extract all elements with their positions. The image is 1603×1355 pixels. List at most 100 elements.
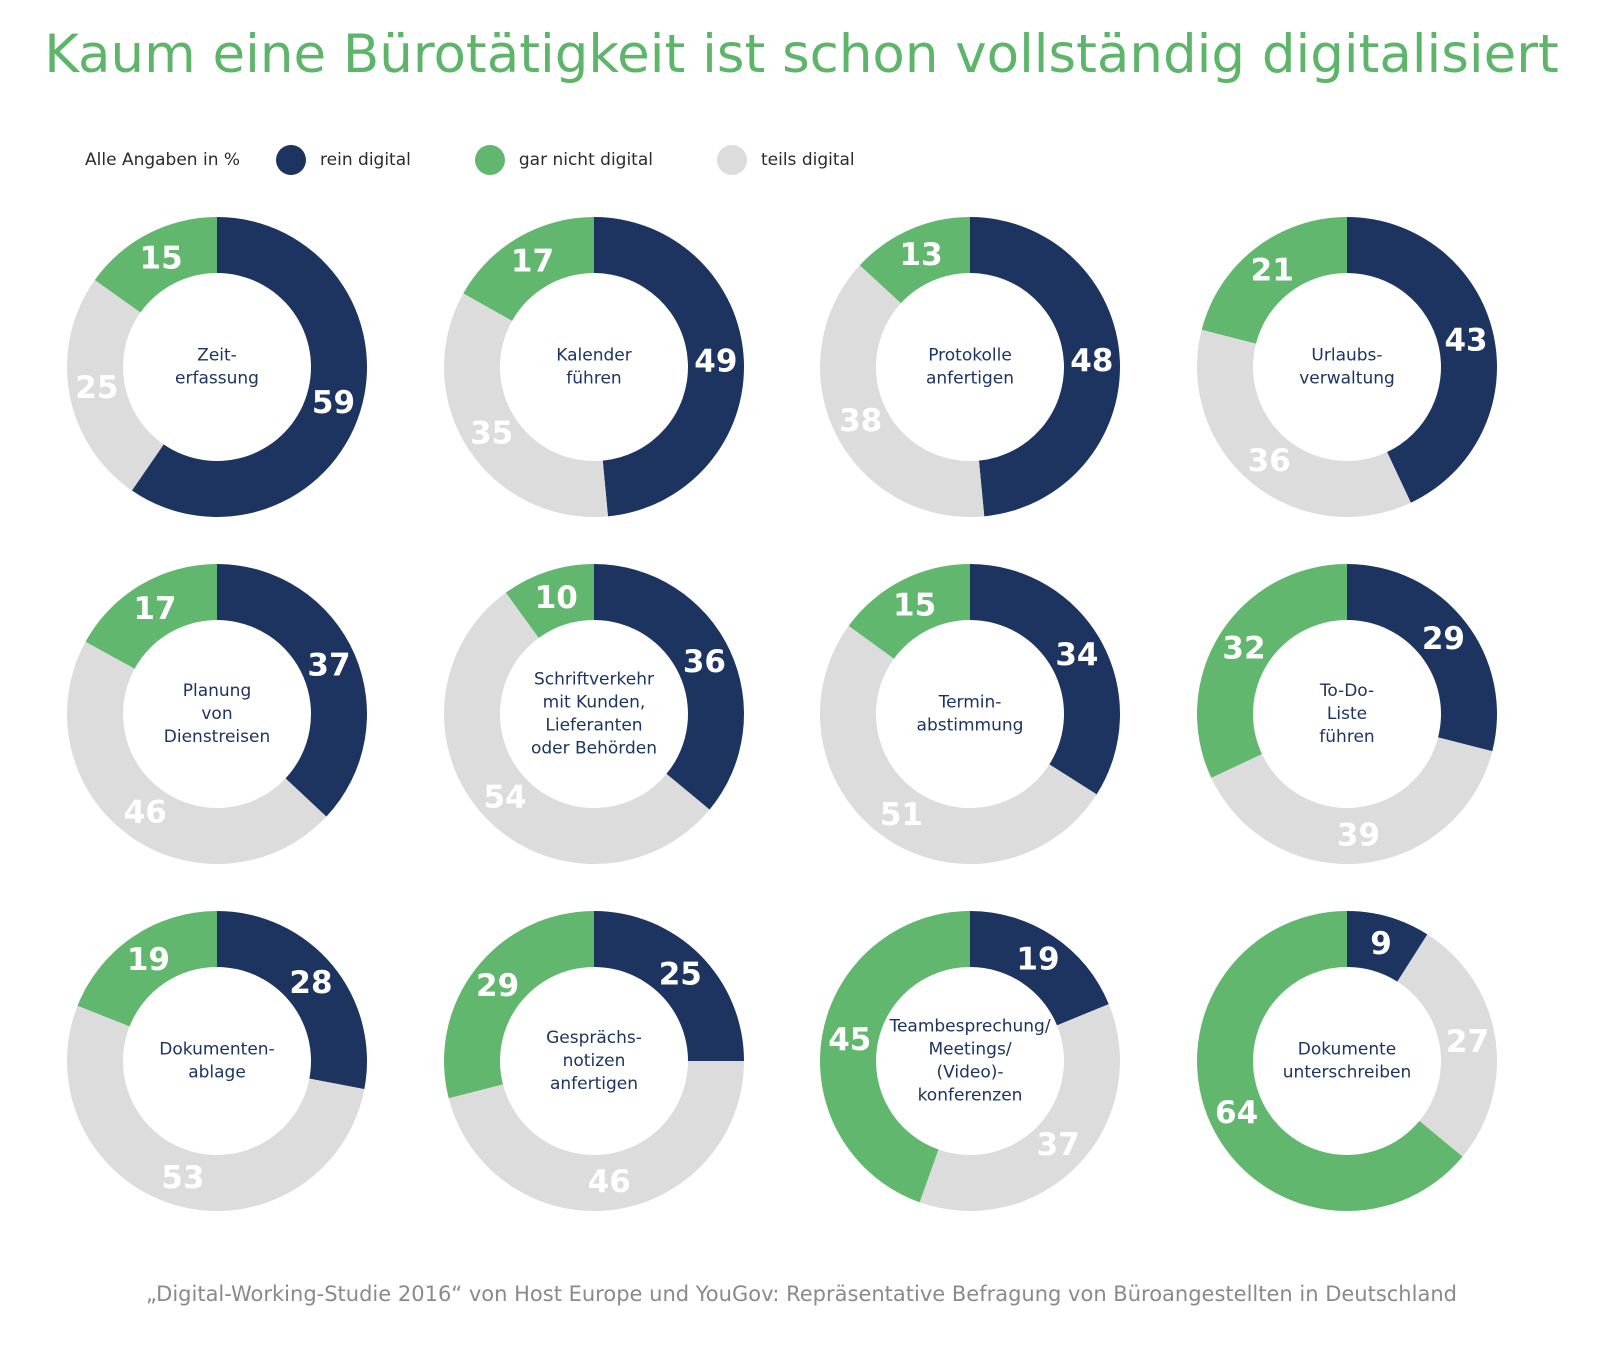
legend-note: Alle Angaben in % — [85, 150, 241, 170]
donut-center-label-line: Liste — [1327, 704, 1367, 724]
data-label-rein-digital: 34 — [1055, 637, 1098, 673]
donut-center-label-line: ablage — [188, 1063, 246, 1083]
donut-center-label-line: anfertigen — [550, 1074, 638, 1094]
data-label-teils-digital: 25 — [75, 370, 118, 406]
donut-center-label-line: anfertigen — [926, 369, 1014, 389]
donut-slice-teils-digital — [820, 625, 1097, 864]
donut-center-label-line: verwaltung — [1299, 369, 1395, 389]
donut-slice-gar-nicht-digital — [819, 911, 970, 1203]
donut-center-label-line: Zeit- — [197, 346, 237, 366]
data-label-gar-nicht-digital: 21 — [1251, 253, 1294, 289]
donut-chart: 43 36 21 Urlaubs-verwaltung — [1197, 217, 1497, 517]
donut-slice-teils-digital — [66, 641, 327, 865]
donut-slice-rein-digital — [594, 217, 745, 517]
donut-chart: 48 38 13 Protokolle anfertigen — [820, 217, 1121, 517]
data-label-rein-digital: 29 — [1422, 621, 1465, 657]
donut-chart: 28 53 19 Dokumenten-ablage — [67, 911, 367, 1211]
legend-label-rein-digital: rein digital — [320, 150, 411, 170]
data-label-gar-nicht-digital: 19 — [127, 942, 170, 978]
data-label-teils-digital: 27 — [1446, 1024, 1489, 1060]
donut-center-label-line: führen — [566, 369, 621, 389]
donut-center-label: Protokolle anfertigen — [926, 346, 1014, 389]
donut-chart: 29 39 32 To-Do- Liste führen — [1197, 564, 1497, 864]
donut-chart: 59 25 15 Zeit-erfassung — [66, 217, 367, 517]
donut-center-label: Planung von Dienstreisen — [164, 681, 270, 747]
donut-center-label-line: Teambesprechung/ — [888, 1017, 1050, 1037]
donut-slice-teils-digital — [66, 279, 164, 491]
donut-center-label-line: Termin- — [938, 693, 1002, 713]
donut-slice-gar-nicht-digital — [1197, 564, 1347, 778]
donut-center-label-line: Lieferanten — [545, 716, 642, 736]
donut-center-label-line: Kalender — [556, 346, 631, 366]
data-label-teils-digital: 54 — [483, 780, 526, 816]
donut-chart: 25 46 29 Gesprächs-notizen anfertigen — [444, 911, 744, 1211]
legend-item-teils-digital: teils digital — [716, 145, 855, 175]
donut-center-label-line: unterschreiben — [1283, 1063, 1411, 1083]
data-label-teils-digital: 35 — [470, 415, 513, 451]
data-label-gar-nicht-digital: 10 — [535, 580, 578, 616]
legend-item-gar-nicht-digital: gar nicht digital — [474, 145, 653, 175]
legend-label-teils-digital: teils digital — [760, 150, 855, 170]
data-label-rein-digital: 59 — [312, 385, 355, 421]
data-label-gar-nicht-digital: 15 — [140, 241, 183, 277]
legend-item-rein-digital: rein digital — [276, 145, 411, 175]
donut-center-label-line: Planung — [183, 681, 252, 701]
donut-chart: 9 27 64 Dokumente unterschreiben — [1197, 911, 1497, 1211]
data-label-teils-digital: 51 — [880, 797, 923, 833]
donut-slice-rein-digital — [217, 911, 367, 1090]
donut-slice-rein-digital — [217, 564, 368, 817]
donut-slice-rein-digital — [1347, 564, 1497, 752]
source-note: „Digital-Working-Studie 2016“ von Host E… — [146, 1282, 1457, 1306]
donut-center-label-line: Protokolle — [928, 346, 1012, 366]
data-label-gar-nicht-digital: 64 — [1215, 1095, 1258, 1131]
donut-center-label-line: von — [201, 704, 232, 724]
data-label-gar-nicht-digital: 17 — [511, 244, 554, 280]
legend-swatch-teils-digital — [716, 145, 747, 175]
donut-center-label-line: Meetings/ — [928, 1040, 1011, 1060]
donut-slice-teils-digital — [1211, 737, 1493, 864]
donut-chart: 37 46 17 Planung von Dienstreisen — [66, 564, 368, 865]
donut-center-label: Gesprächs-notizen anfertigen — [546, 1028, 642, 1094]
donut-center-label-line: Dienstreisen — [164, 727, 270, 747]
donut-center-label-line: konferenzen — [918, 1086, 1023, 1106]
data-label-rein-digital: 49 — [694, 343, 737, 379]
page-title: Kaum eine Bürotätigkeit ist schon vollst… — [44, 24, 1559, 85]
data-label-rein-digital: 28 — [289, 965, 332, 1001]
data-label-teils-digital: 37 — [1037, 1127, 1080, 1163]
donut-center-label-line: To-Do- — [1319, 681, 1374, 701]
donut-center-label-line: notizen — [563, 1051, 626, 1071]
donut-chart: 49 35 17 Kalender führen — [444, 217, 745, 517]
data-label-rein-digital: 9 — [1370, 926, 1392, 962]
donut-center-label-line: (Video)- — [936, 1063, 1003, 1083]
data-label-gar-nicht-digital: 17 — [133, 591, 176, 627]
donut-center-label: Zeit-erfassung — [175, 346, 259, 389]
donut-slice-teils-digital — [919, 1004, 1120, 1211]
donut-slice-gar-nicht-digital — [85, 564, 217, 669]
data-label-rein-digital: 25 — [659, 957, 702, 993]
donut-slice-gar-nicht-digital — [1197, 911, 1463, 1211]
donut-center-label-line: Urlaubs- — [1311, 346, 1382, 366]
donut-slice-teils-digital — [444, 293, 608, 517]
data-label-teils-digital: 46 — [588, 1164, 631, 1200]
donut-slice-rein-digital — [594, 911, 744, 1061]
donut-center-label-line: mit Kunden, — [543, 693, 646, 713]
donut-slice-teils-digital — [820, 265, 985, 517]
data-label-teils-digital: 39 — [1337, 817, 1380, 853]
donut-center-label-line: Dokumenten- — [159, 1040, 274, 1060]
data-label-rein-digital: 43 — [1444, 322, 1487, 358]
donut-slice-teils-digital — [1197, 329, 1411, 517]
legend-swatch-gar-nicht-digital — [474, 145, 505, 175]
donut-chart: 34 51 15 Termin-abstimmung — [820, 564, 1120, 864]
data-label-teils-digital: 53 — [161, 1160, 204, 1196]
donut-chart: 19 37 45 Teambesprechung/Meetings/ (Video)- k… — [819, 911, 1120, 1211]
donut-center-label-line: Schriftverkehr — [534, 670, 654, 690]
donut-slice-teils-digital — [1397, 934, 1497, 1157]
data-label-gar-nicht-digital: 29 — [476, 968, 519, 1004]
donut-slice-gar-nicht-digital — [94, 217, 217, 313]
donut-slice-rein-digital — [970, 217, 1121, 517]
donut-center-label: Dokumenten-ablage — [159, 1040, 274, 1083]
donut-chart: 36 54 10 Schriftverkehr mit Kunden, Lieferant… — [444, 564, 745, 864]
donut-center-label-line: erfassung — [175, 369, 259, 389]
donut-slice-rein-digital — [1347, 911, 1428, 982]
donut-center-label-line: abstimmung — [917, 716, 1024, 736]
